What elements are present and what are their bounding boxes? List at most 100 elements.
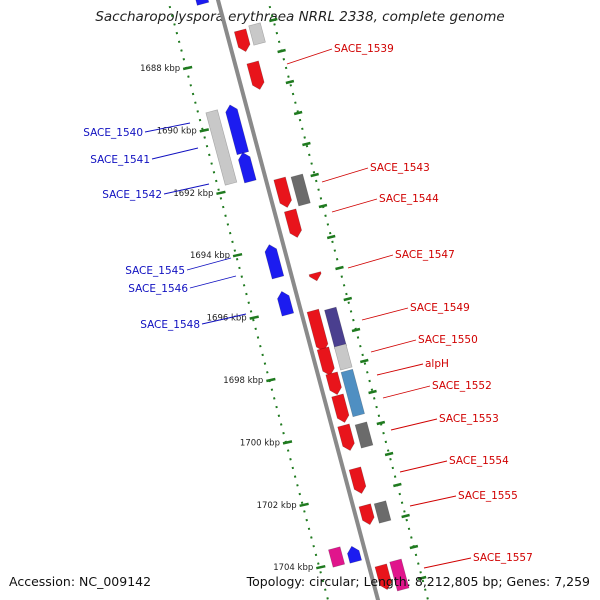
- gene-forward-other: [389, 558, 410, 592]
- ruler-tick-mark: [199, 128, 210, 133]
- gene-reverse: [225, 104, 250, 156]
- label-leader-line: [409, 495, 457, 507]
- minor-tick: [335, 265, 344, 271]
- minor-tick: [318, 203, 328, 209]
- minor-tick: [393, 482, 402, 488]
- ruler-tick: 1704 kbp: [273, 563, 326, 573]
- ruler-tick-label: 1704 kbp: [273, 563, 313, 573]
- forward-gene-label: SACE_1543: [321, 162, 430, 183]
- gene-forward-shape: [358, 503, 375, 526]
- reverse-gene-label-text: SACE_1545: [125, 265, 185, 277]
- forward-gene-label: SACE_1557: [423, 552, 533, 569]
- label-leader-line: [347, 254, 394, 269]
- forward-gene-label: SACE_1553: [390, 413, 499, 431]
- ruler-tick: 1698 kbp: [223, 376, 276, 386]
- gene-forward-shape: [374, 563, 392, 590]
- reverse-gene-label-text: SACE_1546: [128, 283, 188, 295]
- gene-forward-other: [324, 306, 347, 350]
- gene-forward: [331, 393, 350, 423]
- gene-forward-pseudo: [248, 22, 266, 46]
- gene-reverse-pseudo-shape: [205, 109, 238, 186]
- ruler-tick-label: 1702 kbp: [257, 501, 297, 511]
- ruler-tick-label: 1690 kbp: [157, 126, 197, 136]
- gene-reverse-pseudo: [205, 109, 238, 186]
- minor-tick: [401, 513, 410, 519]
- label-leader-line: [376, 363, 424, 376]
- label-leader-line: [201, 313, 247, 325]
- forward-gene-label: SACE_1550: [370, 334, 478, 353]
- gene-forward-other-shape: [389, 558, 410, 592]
- ruler-tick: 1700 kbp: [240, 438, 293, 448]
- genome-stats-text: Topology: circular; Length: 8,212,805 bp…: [246, 574, 590, 589]
- ruler-tick-mark: [266, 377, 276, 383]
- gene-reverse: [238, 152, 257, 184]
- minor-tick: [277, 48, 286, 54]
- ruler-tick-label: 1698 kbp: [223, 376, 263, 386]
- accession-text: Accession: NC_009142: [9, 574, 152, 589]
- gene-forward: [283, 208, 302, 238]
- genome-backbone: [215, 0, 381, 600]
- minor-tick: [351, 327, 361, 333]
- forward-gene-label: SACE_1554: [399, 455, 509, 473]
- ruler-tick-mark: [316, 564, 326, 570]
- ruler-tick: 1696 kbp: [207, 314, 259, 324]
- gene-reverse-other: [328, 546, 346, 568]
- minor-tick: [285, 79, 295, 85]
- ruler-tick-mark: [282, 440, 293, 445]
- gene-forward-other-shape: [324, 306, 347, 350]
- label-leader-line: [390, 418, 438, 431]
- gene-reverse-shape: [194, 0, 210, 6]
- gene-forward-shape: [331, 393, 350, 423]
- reverse-track-boundary: [166, 0, 330, 600]
- ruler-tick: 1692 kbp: [173, 189, 226, 199]
- forward-gene-label-text: alpH: [425, 358, 449, 370]
- ruler-tick: 1702 kbp: [257, 501, 309, 511]
- gene-forward-shape: [283, 208, 302, 238]
- ruler-tick-mark: [249, 315, 259, 320]
- minor-tick: [269, 17, 278, 23]
- gene-reverse-shape: [225, 104, 250, 156]
- minor-tick: [293, 110, 303, 116]
- reverse-gene-label-text: SACE_1542: [102, 189, 162, 201]
- gene-forward: [233, 28, 251, 53]
- minor-tick: [343, 296, 353, 302]
- gene-reverse-shape: [264, 244, 285, 280]
- label-leader-line: [331, 198, 378, 213]
- minor-tick: [409, 544, 419, 550]
- gene-forward-shape: [233, 28, 251, 53]
- forward-gene-label: SACE_1552: [382, 380, 492, 399]
- label-leader-line: [151, 147, 199, 160]
- gene-forward: [358, 503, 375, 526]
- reverse-gene-label: SACE_1540: [83, 122, 191, 139]
- label-leader-line: [361, 307, 409, 321]
- forward-gene-label-text: SACE_1550: [418, 334, 478, 346]
- minor-tick: [368, 389, 377, 395]
- forward-gene-label: SACE_1539: [286, 43, 394, 65]
- gene-forward: [308, 271, 322, 282]
- gene-forward-pseudo: [333, 343, 353, 371]
- gene-forward-shape: [316, 346, 335, 376]
- gene-reverse: [194, 0, 210, 6]
- gene-reverse-shape: [238, 152, 257, 184]
- ruler-tick: 1694 kbp: [190, 251, 243, 261]
- reverse-gene-label-text: SACE_1541: [90, 154, 150, 166]
- minor-tick: [326, 234, 336, 240]
- gene-forward: [325, 371, 342, 396]
- reverse-gene-label: SACE_1545: [125, 257, 232, 277]
- gene-forward-shape: [348, 466, 367, 494]
- gene-forward-other-shape: [354, 421, 374, 449]
- ruler-tick-mark: [232, 252, 243, 258]
- ruler-tick: 1690 kbp: [157, 126, 210, 136]
- gene-reverse-shape: [277, 290, 295, 317]
- label-leader-line: [321, 167, 369, 183]
- gene-forward: [273, 176, 292, 208]
- label-leader-line: [399, 460, 448, 473]
- label-leader-line: [189, 275, 237, 289]
- reverse-gene-label-text: SACE_1540: [83, 127, 143, 139]
- label-leader-line: [382, 385, 431, 399]
- forward-gene-label-text: SACE_1555: [458, 490, 518, 502]
- forward-gene-label: SACE_1547: [347, 249, 455, 269]
- gene-forward-shape: [306, 308, 329, 352]
- gene-forward: [316, 346, 335, 376]
- minor-tick: [384, 451, 394, 457]
